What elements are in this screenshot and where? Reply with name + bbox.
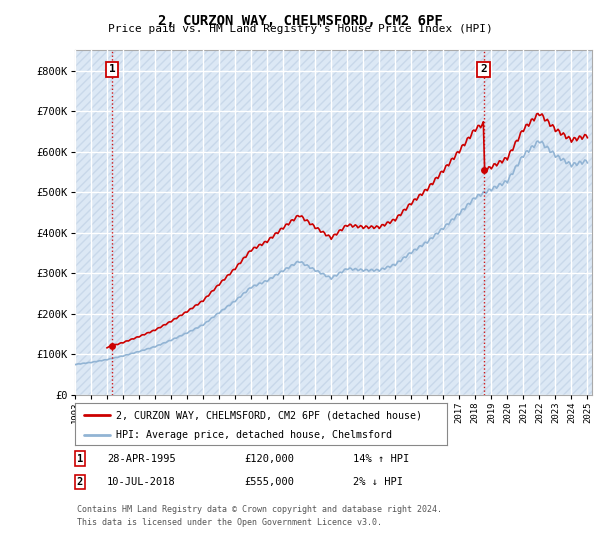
Text: HPI: Average price, detached house, Chelmsford: HPI: Average price, detached house, Chel… <box>116 430 392 440</box>
Text: 10-JUL-2018: 10-JUL-2018 <box>107 477 176 487</box>
Bar <box>75 50 592 395</box>
Text: Price paid vs. HM Land Registry's House Price Index (HPI): Price paid vs. HM Land Registry's House … <box>107 24 493 34</box>
Text: 2, CURZON WAY, CHELMSFORD, CM2 6PF: 2, CURZON WAY, CHELMSFORD, CM2 6PF <box>158 14 442 28</box>
Text: £555,000: £555,000 <box>245 477 295 487</box>
Text: 28-APR-1995: 28-APR-1995 <box>107 454 176 464</box>
Text: 14% ↑ HPI: 14% ↑ HPI <box>353 454 409 464</box>
Text: Contains HM Land Registry data © Crown copyright and database right 2024.
This d: Contains HM Land Registry data © Crown c… <box>77 505 442 526</box>
Text: 2: 2 <box>77 477 83 487</box>
Text: £120,000: £120,000 <box>245 454 295 464</box>
Text: 2: 2 <box>480 64 487 74</box>
Text: 1: 1 <box>109 64 116 74</box>
Text: 2% ↓ HPI: 2% ↓ HPI <box>353 477 403 487</box>
Text: 1: 1 <box>77 454 83 464</box>
Text: 2, CURZON WAY, CHELMSFORD, CM2 6PF (detached house): 2, CURZON WAY, CHELMSFORD, CM2 6PF (deta… <box>116 410 422 421</box>
